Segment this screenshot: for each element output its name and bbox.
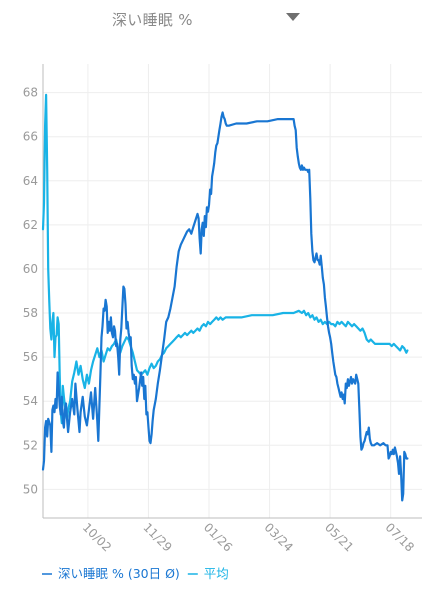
legend-label: 深い睡眠 % (30日 Ø): [58, 566, 180, 581]
chart-selector-title[interactable]: 深い睡眠 %: [112, 11, 193, 29]
x-tick-label: 03/24: [261, 520, 295, 554]
chart-header: 深い睡眠 %: [0, 0, 440, 40]
y-tick-label: 54: [23, 394, 38, 408]
y-tick-label: 56: [23, 350, 38, 364]
axes: [42, 64, 422, 519]
x-tick-label: 07/18: [383, 520, 417, 554]
grid-lines: [43, 64, 422, 518]
y-tick-label: 64: [23, 174, 38, 188]
x-tick-label: 10/02: [80, 520, 114, 554]
caret-down-icon[interactable]: [284, 10, 302, 24]
x-axis-ticks: 10/02 11/29 01/26 03/24 05/21 07/18: [80, 520, 417, 554]
legend-label: 平均: [204, 566, 229, 581]
y-axis-ticks: 50 52 54 56 58 60 62 64 66 68: [23, 86, 38, 497]
series-line-deep-sleep-30day: [41, 111, 409, 502]
y-tick-label: 52: [23, 438, 38, 452]
y-tick-label: 68: [23, 86, 38, 100]
legend: 深い睡眠 % (30日 Ø) 平均: [42, 566, 229, 581]
x-tick-label: 05/21: [322, 520, 356, 554]
series-line-average: [41, 93, 409, 425]
y-tick-label: 50: [23, 482, 38, 496]
y-tick-label: 62: [23, 218, 38, 232]
y-tick-label: 66: [23, 130, 38, 144]
y-tick-label: 60: [23, 262, 38, 276]
x-tick-label: 11/29: [140, 520, 174, 554]
series-lines: [41, 93, 409, 502]
x-tick-label: 01/26: [201, 520, 235, 554]
y-tick-label: 58: [23, 306, 38, 320]
